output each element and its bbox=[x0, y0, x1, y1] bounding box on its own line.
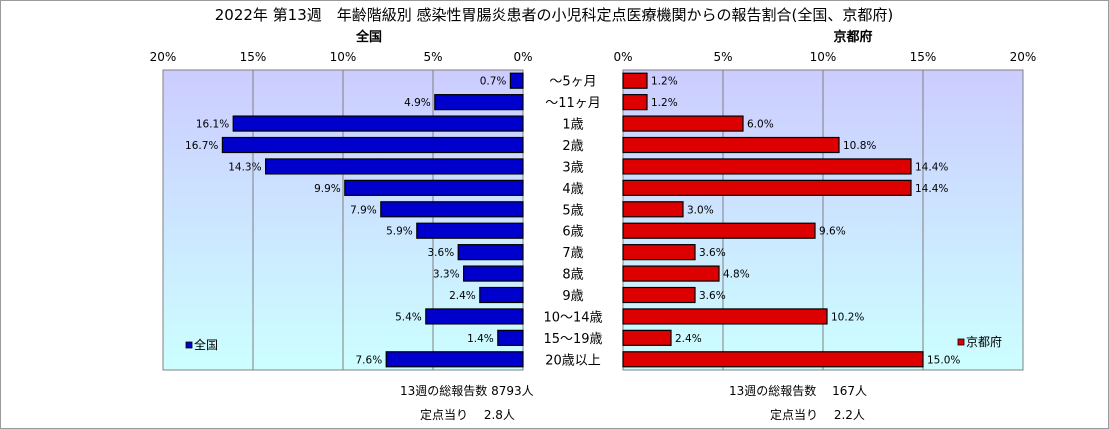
kyoto-bar bbox=[622, 222, 816, 239]
category-label: 4歳 bbox=[562, 182, 583, 197]
national-bar-label: 7.6% bbox=[356, 354, 383, 366]
kyoto-bar-label: 3.6% bbox=[699, 247, 726, 259]
kyoto-bar-label: 6.0% bbox=[747, 119, 774, 131]
national-bar-label: 3.3% bbox=[433, 269, 460, 281]
national-bar bbox=[416, 222, 524, 239]
kyoto-legend-label: 京都府 bbox=[966, 334, 1002, 349]
kyoto-bar-label: 10.2% bbox=[831, 311, 864, 323]
category-label: 3歳 bbox=[562, 160, 583, 175]
national-bar-label: 4.9% bbox=[404, 97, 431, 109]
national-bar-label: 5.9% bbox=[386, 226, 413, 238]
kyoto-bar bbox=[622, 244, 696, 261]
kyoto-bar bbox=[622, 72, 648, 89]
kyoto-panel-title: 京都府 bbox=[833, 29, 872, 45]
kyoto-bar bbox=[622, 158, 912, 175]
national-legend-label: 全国 bbox=[194, 337, 218, 352]
national-bar bbox=[380, 201, 524, 218]
national-bar-label: 9.9% bbox=[314, 183, 341, 195]
national-bar-label: 2.4% bbox=[449, 290, 476, 302]
kyoto-bar-label: 3.6% bbox=[699, 290, 726, 302]
kyoto-bar-label: 1.2% bbox=[651, 76, 678, 88]
kyoto-bar-label: 3.0% bbox=[687, 204, 714, 216]
category-label: 9歳 bbox=[562, 289, 583, 304]
national-bar-label: 1.4% bbox=[467, 333, 494, 345]
category-label: 15～19歳 bbox=[543, 332, 602, 347]
kyoto-bar bbox=[622, 201, 684, 218]
kyoto-bar bbox=[622, 136, 840, 154]
kyoto-bar bbox=[622, 94, 648, 111]
right-axis-tick-label: 0% bbox=[613, 50, 632, 64]
national-bar-label: 16.1% bbox=[196, 119, 229, 131]
national-bar bbox=[265, 158, 524, 175]
national-legend-swatch bbox=[185, 341, 193, 349]
kyoto-bar-label: 14.4% bbox=[915, 183, 948, 195]
kyoto-bar-label: 2.4% bbox=[675, 333, 702, 345]
left-axis-tick-label: 20% bbox=[150, 50, 177, 64]
right-axis-tick-label: 15% bbox=[910, 50, 937, 64]
national-bar bbox=[463, 265, 524, 282]
left-axis-tick-label: 15% bbox=[240, 50, 267, 64]
kyoto-bar-label: 1.2% bbox=[651, 97, 678, 109]
chart-title: 2022年 第13週 年齢階級別 感染性胃腸炎患者の小児科定点医療機関からの報告… bbox=[215, 6, 894, 24]
national-bar bbox=[434, 94, 524, 111]
kyoto-bar bbox=[622, 265, 720, 282]
category-label: 5歳 bbox=[562, 203, 583, 218]
national-total-text: 13週の総報告数 8793人 bbox=[400, 384, 534, 398]
kyoto-bar bbox=[622, 286, 696, 304]
kyoto-bar-label: 15.0% bbox=[927, 354, 960, 366]
national-bar bbox=[425, 308, 524, 325]
national-bar bbox=[221, 136, 524, 154]
national-bar-label: 3.6% bbox=[428, 247, 455, 259]
national-panel-title: 全国 bbox=[355, 29, 382, 45]
kyoto-bar-label: 9.6% bbox=[819, 226, 846, 238]
national-bar bbox=[497, 329, 524, 346]
national-bar bbox=[479, 286, 524, 304]
national-bar-label: 5.4% bbox=[395, 311, 422, 323]
right-axis-tick-label: 5% bbox=[713, 50, 732, 64]
kyoto-legend-swatch bbox=[957, 338, 965, 346]
category-label: 8歳 bbox=[562, 268, 583, 283]
category-label: 10～14歳 bbox=[543, 310, 602, 325]
national-bar bbox=[509, 72, 524, 89]
national-bar-label: 16.7% bbox=[185, 140, 218, 152]
kyoto-bar-label: 4.8% bbox=[723, 269, 750, 281]
national-bar-label: 14.3% bbox=[228, 161, 261, 173]
kyoto-bar-label: 10.8% bbox=[843, 140, 876, 152]
category-label: 7歳 bbox=[562, 246, 583, 261]
national-per-site-text: 定点当り 2.8人 bbox=[420, 408, 515, 422]
kyoto-per-site-text: 定点当り 2.2人 bbox=[770, 408, 865, 422]
national-bar bbox=[385, 351, 524, 368]
national-bar bbox=[232, 115, 524, 132]
kyoto-bar bbox=[622, 329, 672, 346]
national-bar-label: 0.7% bbox=[480, 76, 507, 88]
left-axis-tick-label: 0% bbox=[513, 50, 532, 64]
right-axis-tick-label: 10% bbox=[810, 50, 837, 64]
national-bar bbox=[457, 244, 524, 261]
category-label: 1歳 bbox=[562, 118, 583, 133]
category-label: 20歳以上 bbox=[545, 353, 601, 368]
kyoto-total-text: 13週の総報告数 167人 bbox=[729, 384, 867, 398]
kyoto-bar bbox=[622, 351, 924, 368]
kyoto-bar bbox=[622, 308, 828, 325]
left-axis-tick-label: 10% bbox=[330, 50, 357, 64]
category-label: ～5ヶ月 bbox=[549, 75, 596, 90]
category-label: ～11ヶ月 bbox=[545, 96, 601, 111]
kyoto-bar-label: 14.4% bbox=[915, 161, 948, 173]
left-axis-tick-label: 5% bbox=[423, 50, 442, 64]
category-label: 2歳 bbox=[562, 139, 583, 154]
category-label: 6歳 bbox=[562, 225, 583, 240]
kyoto-bar bbox=[622, 115, 744, 132]
national-bar bbox=[344, 179, 524, 196]
kyoto-bar bbox=[622, 179, 912, 196]
national-bar-label: 7.9% bbox=[350, 204, 377, 216]
right-axis-tick-label: 20% bbox=[1010, 50, 1037, 64]
